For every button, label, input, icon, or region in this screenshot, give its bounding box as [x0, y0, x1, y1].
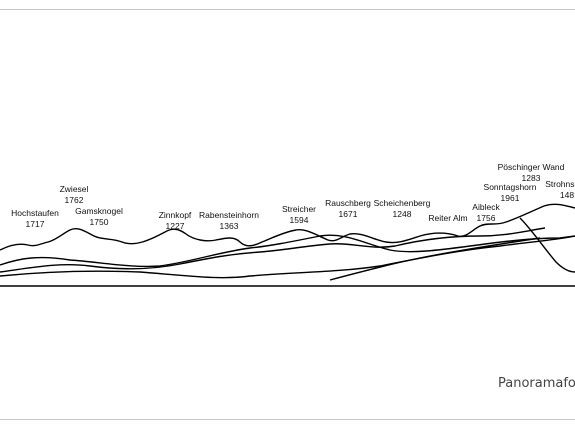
peak-name-scheichenberg: Scheichenberg [374, 198, 431, 208]
peak-elevation-strohnsc: 148 [560, 190, 574, 200]
peak-elevation-poeschinger-wand: 1283 [522, 173, 541, 183]
ridge-line-mid [0, 227, 546, 273]
peak-elevation-aibleck: 1756 [477, 213, 496, 223]
peak-elevation-streicher: 1594 [290, 215, 309, 225]
peak-elevation-rabensteinhorn: 1363 [220, 221, 239, 231]
peak-name-poeschinger-wand: Pöschinger Wand [498, 162, 565, 172]
peak-elevation-gamsknogel: 1750 [90, 217, 109, 227]
footer-caption: Panoramafo [498, 376, 575, 391]
ridge-line-front [0, 234, 575, 268]
frame-border [0, 9, 575, 420]
peak-name-streicher: Streicher [282, 204, 316, 214]
peak-name-gamsknogel: Gamsknogel [75, 206, 123, 216]
ridge-line-right-slope [519, 217, 575, 273]
peak-name-aibleck: Aibleck [472, 202, 500, 212]
peak-name-zwiesel: Zwiesel [60, 184, 89, 194]
ridge-line-low-right [329, 237, 541, 281]
peak-elevation-zinnkopf: 1227 [166, 221, 185, 231]
peak-elevation-rauschberg: 1671 [339, 209, 358, 219]
peak-elevation-zwiesel: 1762 [65, 195, 84, 205]
peak-name-hochstaufen: Hochstaufen [11, 208, 59, 218]
peak-name-sonntagshorn: Sonntagshorn [484, 182, 537, 192]
peak-name-rabensteinhorn: Rabensteinhorn [199, 210, 259, 220]
peak-name-reiter-alm: Reiter Alm [428, 213, 467, 223]
peak-name-strohnsc: Strohnsc [545, 179, 575, 189]
peak-name-zinnkopf: Zinnkopf [159, 210, 192, 220]
peak-name-rauschberg: Rauschberg [325, 198, 371, 208]
peak-elevation-sonntagshorn: 1961 [501, 193, 520, 203]
ridge-line-back [0, 203, 575, 251]
ridge-line-foreground [0, 235, 575, 279]
peak-elevation-scheichenberg: 1248 [393, 209, 412, 219]
peak-elevation-hochstaufen: 1717 [26, 219, 45, 229]
